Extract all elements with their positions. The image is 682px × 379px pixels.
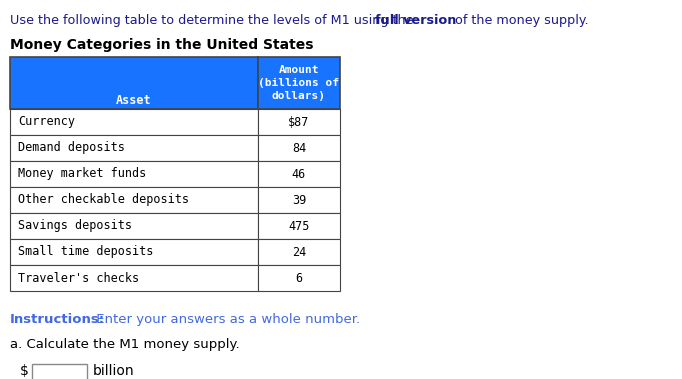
FancyBboxPatch shape — [10, 239, 258, 265]
FancyBboxPatch shape — [10, 161, 258, 187]
FancyBboxPatch shape — [10, 135, 258, 161]
FancyBboxPatch shape — [10, 213, 258, 239]
Text: 84: 84 — [292, 141, 306, 155]
Text: Currency: Currency — [18, 116, 75, 128]
FancyBboxPatch shape — [258, 213, 340, 239]
Text: Traveler's checks: Traveler's checks — [18, 271, 139, 285]
Text: Amount
(billions of
dollars): Amount (billions of dollars) — [258, 65, 340, 101]
Text: of the money supply.: of the money supply. — [451, 14, 589, 27]
Text: a. Calculate the M1 money supply.: a. Calculate the M1 money supply. — [10, 338, 239, 351]
Text: $87: $87 — [288, 116, 310, 128]
FancyBboxPatch shape — [258, 265, 340, 291]
FancyBboxPatch shape — [10, 187, 258, 213]
FancyBboxPatch shape — [10, 57, 258, 109]
Text: Demand deposits: Demand deposits — [18, 141, 125, 155]
FancyBboxPatch shape — [258, 239, 340, 265]
Text: 39: 39 — [292, 194, 306, 207]
Text: billion: billion — [93, 364, 134, 378]
Text: $: $ — [20, 364, 29, 378]
Text: Use the following table to determine the levels of M1 using the: Use the following table to determine the… — [10, 14, 417, 27]
Text: full version: full version — [375, 14, 456, 27]
Text: 475: 475 — [288, 219, 310, 232]
Text: Savings deposits: Savings deposits — [18, 219, 132, 232]
FancyBboxPatch shape — [258, 135, 340, 161]
FancyBboxPatch shape — [10, 109, 258, 135]
Text: Money market funds: Money market funds — [18, 168, 146, 180]
Text: 24: 24 — [292, 246, 306, 258]
FancyBboxPatch shape — [258, 57, 340, 109]
Text: Small time deposits: Small time deposits — [18, 246, 153, 258]
FancyBboxPatch shape — [258, 187, 340, 213]
Text: Other checkable deposits: Other checkable deposits — [18, 194, 189, 207]
FancyBboxPatch shape — [258, 109, 340, 135]
FancyBboxPatch shape — [32, 364, 87, 379]
FancyBboxPatch shape — [10, 265, 258, 291]
Text: Money Categories in the United States: Money Categories in the United States — [10, 38, 314, 52]
Text: Asset: Asset — [116, 94, 152, 108]
FancyBboxPatch shape — [258, 161, 340, 187]
Text: 46: 46 — [292, 168, 306, 180]
Text: 6: 6 — [295, 271, 303, 285]
Text: Enter your answers as a whole number.: Enter your answers as a whole number. — [92, 313, 360, 326]
Text: Instructions:: Instructions: — [10, 313, 105, 326]
